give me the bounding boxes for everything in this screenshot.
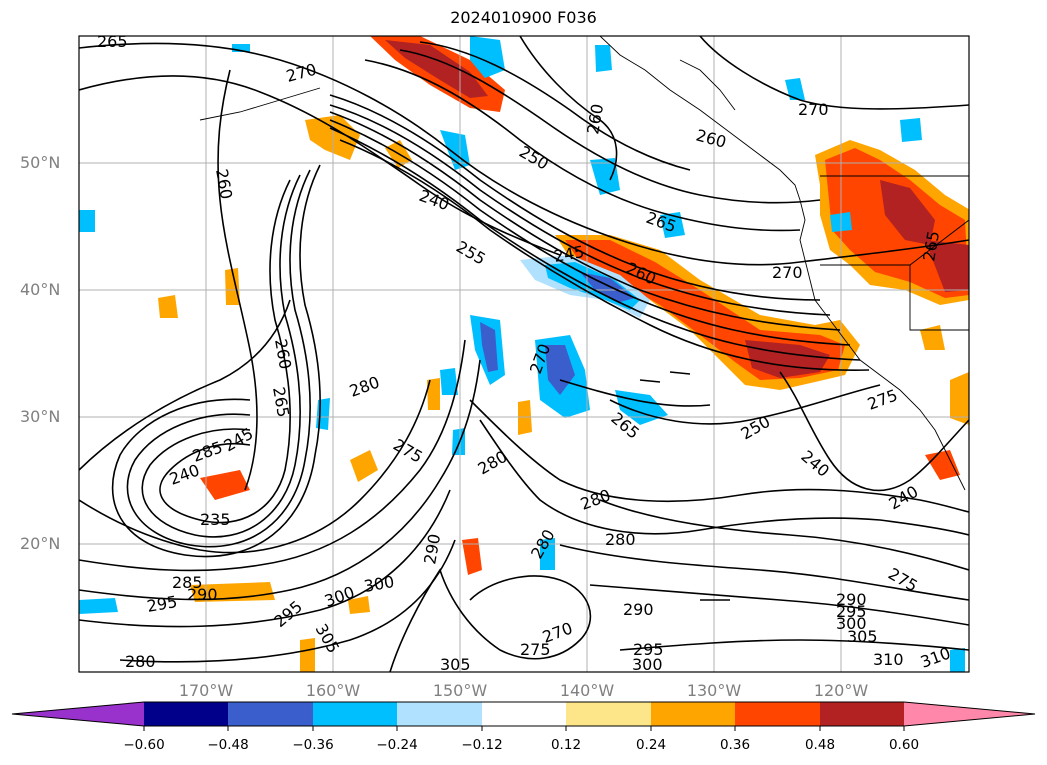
colorbar-bin	[397, 702, 482, 726]
contour-label: 300	[836, 614, 867, 633]
colorbar-bin	[144, 702, 228, 726]
colorbar-tick-label: 0.24	[635, 737, 667, 753]
contour-label: 285	[172, 573, 203, 592]
colorbar-tick-label: 0.36	[719, 737, 751, 753]
lon-label: 130°W	[686, 681, 742, 700]
lon-label: 120°W	[813, 681, 869, 700]
colorbar-bin	[482, 702, 566, 726]
contour-label: 290	[623, 600, 654, 619]
contour-label: 275	[390, 435, 426, 467]
colorbar-tick-label: −0.24	[376, 737, 418, 753]
colorbar-bin	[820, 702, 904, 726]
colorbar-bin	[228, 702, 313, 726]
contour-label: 280	[605, 530, 636, 549]
contour-label: 265	[269, 385, 293, 418]
contour-label: 260	[583, 102, 607, 135]
contour-label: 295	[836, 602, 867, 621]
contour-label: 305	[312, 621, 344, 657]
contour-label: 270	[798, 100, 829, 119]
contour-label: 265	[97, 32, 128, 51]
contour-label: 240	[167, 460, 202, 488]
contour-label: 255	[453, 237, 489, 269]
map-frame	[78, 35, 970, 673]
contour-label: 265	[644, 208, 679, 236]
lon-label: 150°W	[432, 681, 488, 700]
colorbar-bin	[313, 702, 397, 726]
contour-label: 260	[694, 126, 728, 152]
contour-label: 275	[865, 385, 900, 413]
colorbar-tick-label: 0.48	[804, 737, 836, 753]
contour-label: 290	[187, 585, 218, 604]
colorbar-extend-max	[904, 702, 1035, 726]
colorbar-tick-label: 0.60	[888, 737, 920, 753]
contour-label: 260	[212, 167, 236, 200]
map-title: 2024010900 F036	[450, 8, 597, 27]
colorbar-tick-label: 0.12	[550, 737, 582, 753]
lat-label: 30°N	[20, 407, 61, 426]
lat-label: 50°N	[20, 153, 61, 172]
contour-label: 260	[271, 337, 295, 370]
colorbar-tick-label: −0.60	[123, 737, 165, 753]
contour-label: 280	[347, 372, 382, 400]
colorbar-bin	[651, 702, 735, 726]
contour-label: 240	[886, 482, 922, 514]
lat-label: 20°N	[20, 534, 61, 553]
contour-label: 305	[847, 627, 878, 646]
colorbar-tick-label: −0.12	[461, 737, 503, 753]
contour-label: 295	[633, 640, 664, 659]
contour-label: 280	[475, 447, 511, 479]
colorbar-bin	[735, 702, 820, 726]
contour-label: 310	[873, 650, 904, 669]
contour-label: 240	[417, 186, 452, 214]
colorbar-bin	[566, 702, 651, 726]
coastlines	[199, 36, 969, 491]
contour-label: 295	[270, 597, 306, 631]
contour-label: 310	[918, 643, 953, 671]
contour-lines	[79, 36, 969, 672]
contour-label: 240	[797, 447, 833, 481]
lon-label: 140°W	[559, 681, 615, 700]
contour-label: 270	[772, 263, 803, 282]
contour-label: 300	[362, 572, 395, 596]
lat-label: 40°N	[20, 280, 61, 299]
contour-label: 235	[200, 510, 231, 529]
colorbar-tick-label: −0.48	[207, 737, 249, 753]
contour-label: 300	[632, 655, 663, 674]
contour-label: 250	[516, 142, 552, 174]
colorbar	[11, 701, 1036, 731]
contour-label: 305	[440, 655, 471, 674]
contour-label: 290	[420, 532, 444, 565]
contour-label: 295	[145, 592, 178, 616]
contour-label: 275	[520, 640, 551, 659]
lon-label: 160°W	[305, 681, 361, 700]
lon-label: 170°W	[178, 681, 234, 700]
contour-label: 290	[836, 590, 867, 609]
colorbar-extend-min	[12, 702, 144, 726]
colorbar-tick-label: −0.36	[292, 737, 334, 753]
contour-label: 280	[125, 652, 156, 671]
